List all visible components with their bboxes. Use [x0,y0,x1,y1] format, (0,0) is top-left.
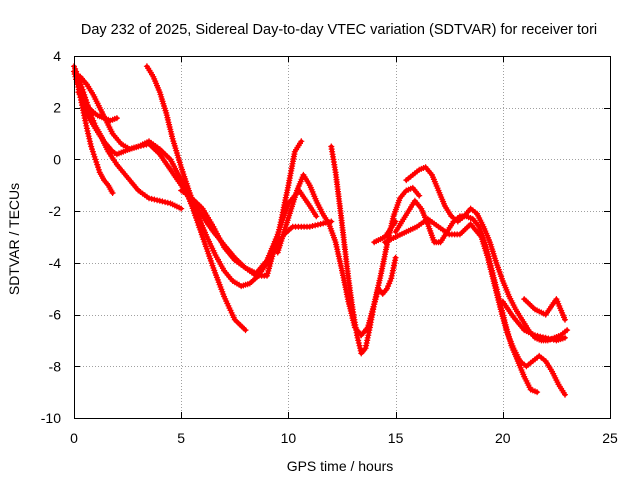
y-tick-label: 4 [53,48,61,64]
y-axis-label: SDTVAR / TECUs [6,183,22,295]
series-arc-14 [521,296,568,323]
data-point-marker [109,190,116,196]
y-tick-label: -2 [49,203,62,219]
data-point-marker [113,115,120,122]
y-tick-label: 0 [53,151,61,167]
data-point-marker [562,334,568,341]
data-point-marker [306,223,313,230]
y-tick-label: -4 [49,255,62,271]
data-point-marker [534,389,541,396]
x-tick-label: 15 [388,430,404,446]
x-tick-label: 25 [602,430,618,446]
series-arc-4 [75,89,120,124]
chart-title: Day 232 of 2025, Sidereal Day-to-day VTE… [81,22,597,38]
data-point-marker [151,196,158,203]
data-point-marker [242,327,249,334]
series-arc-9 [328,143,399,357]
data-point-marker [138,142,144,149]
x-tick-label: 5 [177,430,185,446]
data-point-marker [178,205,185,212]
series-arc-13 [499,298,568,344]
series-arc-3 [73,76,185,212]
data-point-marker [534,332,541,339]
data-point-marker [392,254,399,261]
data-point-marker [313,213,320,220]
data-point-marker [298,138,305,145]
series-arc-15 [371,218,399,246]
y-tick-label: 2 [53,100,61,116]
series-line [78,74,304,278]
y-tick-label: -8 [49,358,62,374]
data-layer [71,63,571,398]
data-point-marker [159,198,166,205]
x-axis-label: GPS time / hours [287,458,394,474]
data-point-marker [564,327,571,334]
data-point-marker [164,199,171,206]
data-point-marker [562,391,568,398]
data-point-marker [562,316,568,323]
series-arc-10 [381,215,568,398]
series-line [382,216,567,397]
data-point-marker [416,192,423,199]
data-point-marker [542,334,549,341]
data-point-marker [548,336,554,343]
series-arc-8 [274,171,423,339]
data-point-marker [392,218,399,225]
plot-frame [74,56,611,419]
data-point-marker [146,195,152,202]
data-point-marker [312,222,319,229]
x-tick-label: 20 [495,430,511,446]
y-tick-label: -6 [49,307,62,323]
x-tick-label: 10 [281,430,297,446]
x-tick-label: 0 [70,430,78,446]
y-tick-label: -10 [41,410,61,426]
